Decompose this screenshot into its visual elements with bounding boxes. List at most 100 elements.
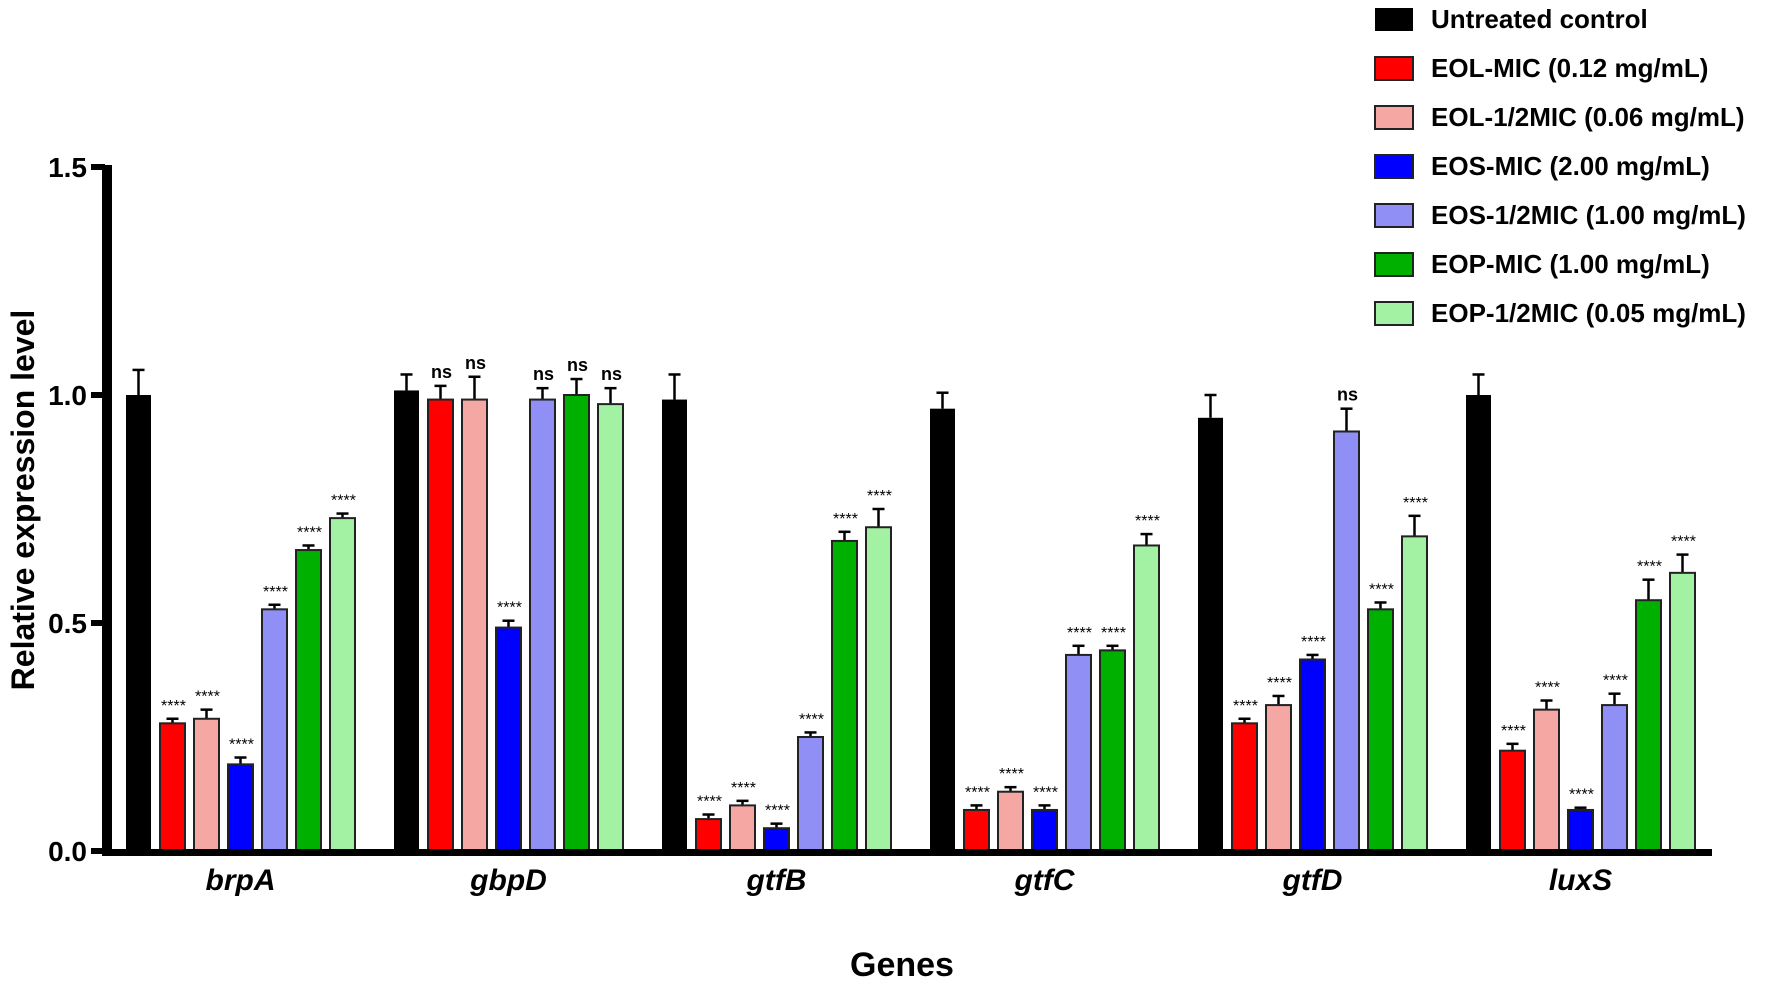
y-axis: 0.0 0.5 1.0 1.5: [48, 152, 112, 867]
bar: [461, 398, 488, 852]
bar: [1567, 808, 1594, 853]
bar-groups: ************************ns ns****ns ns ns**…: [126, 353, 1696, 853]
bar: [662, 399, 687, 851]
bar: [329, 517, 356, 852]
legend-item: EOL-MIC (0.12 mg/mL): [1374, 53, 1708, 83]
bar: [193, 717, 220, 853]
significance-label: ****: [297, 524, 322, 541]
x-tick-label: brpA: [206, 864, 276, 897]
x-tick-label: gtfC: [1014, 864, 1076, 897]
bar: [1499, 749, 1526, 852]
bar: [227, 763, 254, 852]
x-tick-label: luxS: [1549, 864, 1612, 897]
significance-label: ****: [229, 737, 254, 754]
legend-item: Untreated control: [1375, 4, 1648, 34]
significance-label: ****: [731, 780, 756, 797]
bar: [126, 395, 151, 851]
bar: [597, 403, 624, 852]
bar: [763, 827, 790, 853]
legend-swatch: [1374, 203, 1414, 228]
bar: [1401, 535, 1428, 852]
bar: [1231, 722, 1258, 853]
bar: [797, 736, 824, 852]
bar: [930, 408, 955, 851]
x-axis-label: Genes: [850, 946, 954, 984]
y-tick-label: 0.5: [48, 608, 87, 639]
bar: [1669, 571, 1696, 853]
legend-item: EOP-1/2MIC (0.05 mg/mL): [1374, 298, 1746, 328]
bar: [1031, 808, 1058, 853]
legend-label: EOP-MIC (1.00 mg/mL): [1431, 249, 1710, 279]
significance-label: ****: [497, 600, 522, 617]
bar-group-luxS: **** **** **** **** **** ****: [1466, 373, 1696, 853]
y-tick-label: 0.0: [48, 836, 87, 867]
bar: [563, 394, 590, 852]
legend-swatch: [1374, 154, 1414, 179]
legend-item: EOL-1/2MIC (0.06 mg/mL): [1374, 102, 1745, 132]
legend-item: EOS-MIC (2.00 mg/mL): [1374, 151, 1710, 181]
legend-label: EOP-1/2MIC (0.05 mg/mL): [1431, 298, 1746, 328]
legend-swatch: [1374, 56, 1414, 81]
bar-group-gtfC: **** **** **** **** **** ****: [930, 391, 1160, 853]
legend-swatch: [1374, 301, 1414, 326]
bar-group-gtfD: **** **** **** ns **** ****: [1198, 385, 1428, 853]
significance-label: ****: [1267, 675, 1292, 692]
bar: [427, 398, 454, 852]
significance-label: ****: [1501, 723, 1526, 740]
significance-label: ****: [161, 698, 186, 715]
legend-item: EOP-MIC (1.00 mg/mL): [1374, 249, 1710, 279]
significance-label: ****: [799, 711, 824, 728]
y-tick: [91, 620, 105, 626]
bar: [695, 818, 722, 853]
bar: [1635, 599, 1662, 853]
bar: [865, 526, 892, 852]
significance-label: ****: [1101, 625, 1126, 642]
bar: [1466, 395, 1491, 851]
y-tick: [91, 848, 105, 854]
significance-label: ****: [1403, 495, 1428, 512]
significance-label: ****: [833, 511, 858, 528]
bar: [1333, 430, 1360, 852]
bar: [831, 539, 858, 852]
legend-label: Untreated control: [1431, 4, 1648, 34]
significance-label: ****: [697, 794, 722, 811]
y-tick: [91, 392, 105, 398]
significance-label: ****: [263, 584, 288, 601]
legend-swatch: [1374, 105, 1414, 130]
x-axis: brpA gbpD gtfB gtfC gtfD luxS: [102, 849, 1712, 897]
x-tick-label: gtfD: [1282, 864, 1343, 897]
x-tick-label: gbpD: [469, 864, 547, 897]
bar: [529, 398, 556, 852]
bar: [1065, 653, 1092, 852]
legend-swatch: [1375, 8, 1413, 31]
bar: [1299, 658, 1326, 852]
bar-group-gtfB: **** **** **** **** **** ****: [662, 373, 892, 853]
significance-label: ns: [1337, 385, 1358, 405]
significance-label: ns: [567, 355, 588, 375]
bar: [394, 390, 419, 851]
bar: [963, 808, 990, 853]
significance-label: ****: [195, 689, 220, 706]
legend-label: EOL-MIC (0.12 mg/mL): [1431, 53, 1708, 83]
significance-label: ****: [867, 488, 892, 505]
legend-label: EOL-1/2MIC (0.06 mg/mL): [1431, 102, 1745, 132]
bar: [997, 790, 1024, 852]
significance-label: ****: [1569, 787, 1594, 804]
x-axis-line: [102, 849, 1712, 856]
bar: [1533, 708, 1560, 853]
bar: [1198, 417, 1223, 851]
significance-label: ****: [1135, 513, 1160, 530]
significance-label: ns: [601, 364, 622, 384]
significance-label: ****: [1067, 625, 1092, 642]
x-tick-label: gtfB: [746, 864, 807, 897]
significance-label: ****: [765, 803, 790, 820]
bar: [295, 549, 322, 852]
bar-group-brpA: **** **** **** **** **** ****: [126, 368, 356, 853]
bar: [495, 626, 522, 852]
significance-label: ns: [465, 353, 486, 373]
significance-label: ****: [1233, 698, 1258, 715]
y-axis-line: [102, 165, 112, 856]
legend-label: EOS-MIC (2.00 mg/mL): [1431, 151, 1710, 181]
significance-label: ****: [1671, 534, 1696, 551]
